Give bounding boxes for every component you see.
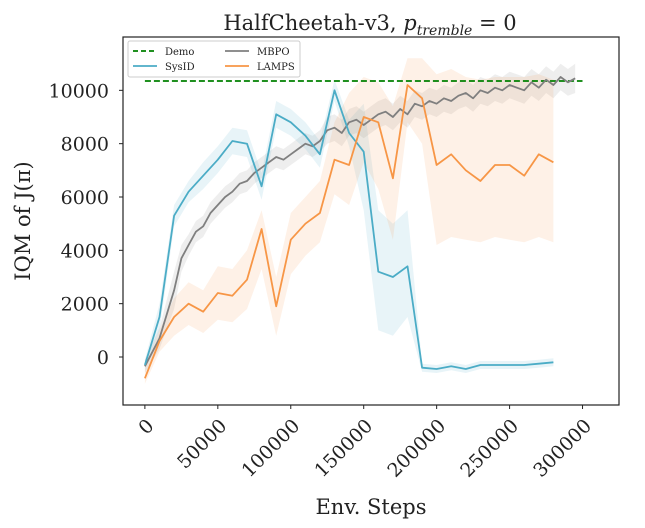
legend-label-sysid: SysID — [165, 62, 195, 73]
x-tick-label: 50000 — [173, 415, 231, 473]
y-tick-label: 2000 — [61, 294, 109, 316]
x-tick-label: 300000 — [529, 415, 596, 482]
confidence-bands — [144, 58, 576, 384]
mbpo-band — [144, 63, 576, 373]
x-tick-label: 100000 — [237, 415, 304, 482]
x-tick-label: 200000 — [383, 415, 450, 482]
lamps-series-line — [144, 84, 554, 379]
y-tick-label: 8000 — [61, 134, 109, 156]
x-tick-label: 250000 — [456, 415, 523, 482]
y-tick-label: 6000 — [61, 187, 109, 209]
legend-label-mbpo: MBPO — [257, 47, 290, 58]
y-tick-label: 10000 — [49, 80, 109, 102]
legend: Demo MBPO SysID LAMPS — [127, 40, 301, 78]
x-axis-label: Env. Steps — [315, 495, 426, 519]
chart-title-text: HalfCheetah-v3, — [223, 11, 403, 35]
chart-title: HalfCheetah-v3, ptremble = 0 — [223, 11, 516, 39]
axes-frame — [122, 36, 620, 406]
x-axis-ticks: 0 50000 100000 150000 200000 250000 300000 — [134, 405, 596, 482]
x-tick-label: 0 — [134, 415, 158, 439]
chart-title-math-var: p — [403, 11, 416, 35]
y-axis-ticks: 0 2000 4000 6000 8000 10000 — [49, 80, 123, 369]
lamps-band — [144, 58, 554, 384]
legend-label-lamps: LAMPS — [257, 62, 295, 73]
legend-items: Demo MBPO SysID LAMPS — [133, 47, 295, 73]
chart-title-math-rest: = 0 — [472, 11, 516, 35]
x-tick-label: 150000 — [310, 415, 377, 482]
sysid-band — [144, 79, 554, 373]
sysid-series-line — [144, 89, 554, 370]
chart-title-math-sub: tremble — [417, 23, 473, 39]
legend-box — [127, 40, 301, 78]
y-axis-label: IQM of J(π) — [11, 161, 35, 280]
series-lines — [144, 76, 583, 379]
legend-label-demo: Demo — [165, 47, 194, 58]
mbpo-series-line — [144, 76, 576, 367]
y-tick-label: 4000 — [61, 240, 109, 262]
y-tick-label: 0 — [97, 347, 109, 369]
